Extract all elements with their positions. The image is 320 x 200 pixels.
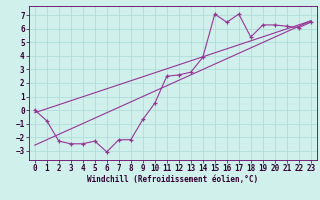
X-axis label: Windchill (Refroidissement éolien,°C): Windchill (Refroidissement éolien,°C) xyxy=(87,175,258,184)
